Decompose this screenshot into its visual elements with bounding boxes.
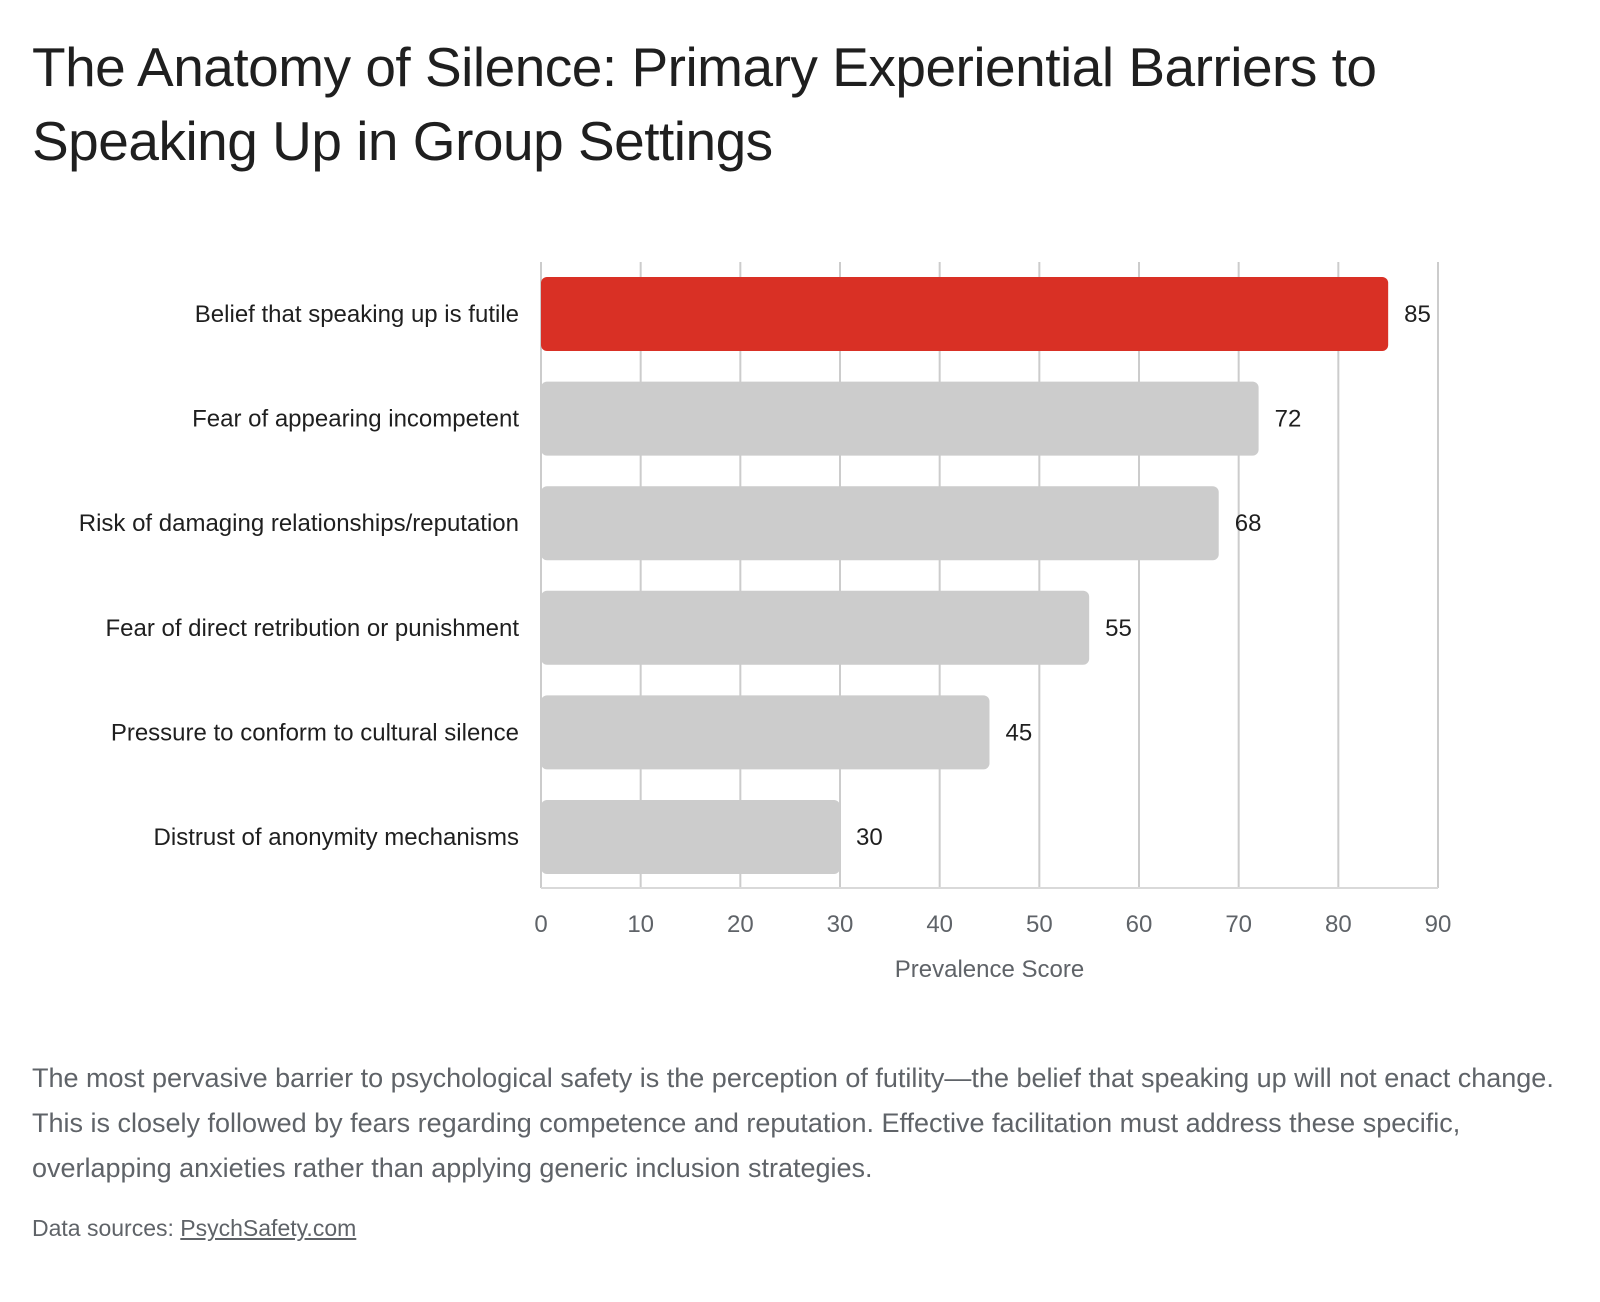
- x-axis-title: Prevalence Score: [895, 956, 1084, 983]
- x-tick-label: 70: [1225, 911, 1252, 938]
- x-tick-label: 10: [627, 911, 654, 938]
- value-label: 85: [1404, 301, 1431, 328]
- x-tick-label: 50: [1026, 911, 1053, 938]
- category-label: Fear of appearing incompetent: [192, 406, 519, 433]
- x-tick-label: 0: [534, 911, 547, 938]
- x-tick-label: 60: [1126, 911, 1153, 938]
- bar: [541, 381, 1259, 456]
- x-tick-label: 40: [926, 911, 953, 938]
- bar: [541, 695, 990, 770]
- category-label: Fear of direct retribution or punishment: [105, 615, 519, 642]
- bar: [541, 590, 1090, 665]
- x-tick-label: 20: [727, 911, 754, 938]
- sources-prefix: Data sources:: [32, 1215, 181, 1241]
- category-labels: Belief that speaking up is futile Fear of…: [79, 301, 520, 851]
- value-label: 72: [1275, 406, 1302, 433]
- value-labels: 85 72 68 55 45 30: [856, 301, 1431, 851]
- x-axis-ticks: 0 10 20 30 40 50 60 70 80 90: [534, 911, 1451, 938]
- value-label: 45: [1006, 719, 1033, 746]
- bar-chart: Belief that speaking up is futile Fear of…: [79, 262, 1451, 983]
- category-label: Belief that speaking up is futile: [195, 301, 519, 328]
- bar: [541, 800, 840, 874]
- category-label: Pressure to conform to cultural silence: [111, 719, 519, 746]
- data-sources: Data sources: PsychSafety.com: [32, 1212, 356, 1244]
- bar: [541, 486, 1219, 561]
- value-label: 68: [1235, 510, 1262, 537]
- grid-lines: [540, 262, 1439, 889]
- bars: [541, 277, 1389, 874]
- x-tick-label: 30: [827, 911, 854, 938]
- sources-link[interactable]: PsychSafety.com: [180, 1215, 357, 1241]
- value-label: 30: [856, 824, 883, 851]
- chart-caption: The most pervasive barrier to psychologi…: [32, 1063, 1554, 1183]
- category-label: Risk of damaging relationships/reputatio…: [79, 510, 519, 537]
- value-label: 55: [1105, 615, 1132, 642]
- chart-title: The Anatomy of Silence: Primary Experien…: [32, 36, 1377, 172]
- category-label: Distrust of anonymity mechanisms: [154, 824, 519, 851]
- x-tick-label: 90: [1425, 911, 1452, 938]
- x-tick-label: 80: [1325, 911, 1352, 938]
- bar: [541, 277, 1389, 351]
